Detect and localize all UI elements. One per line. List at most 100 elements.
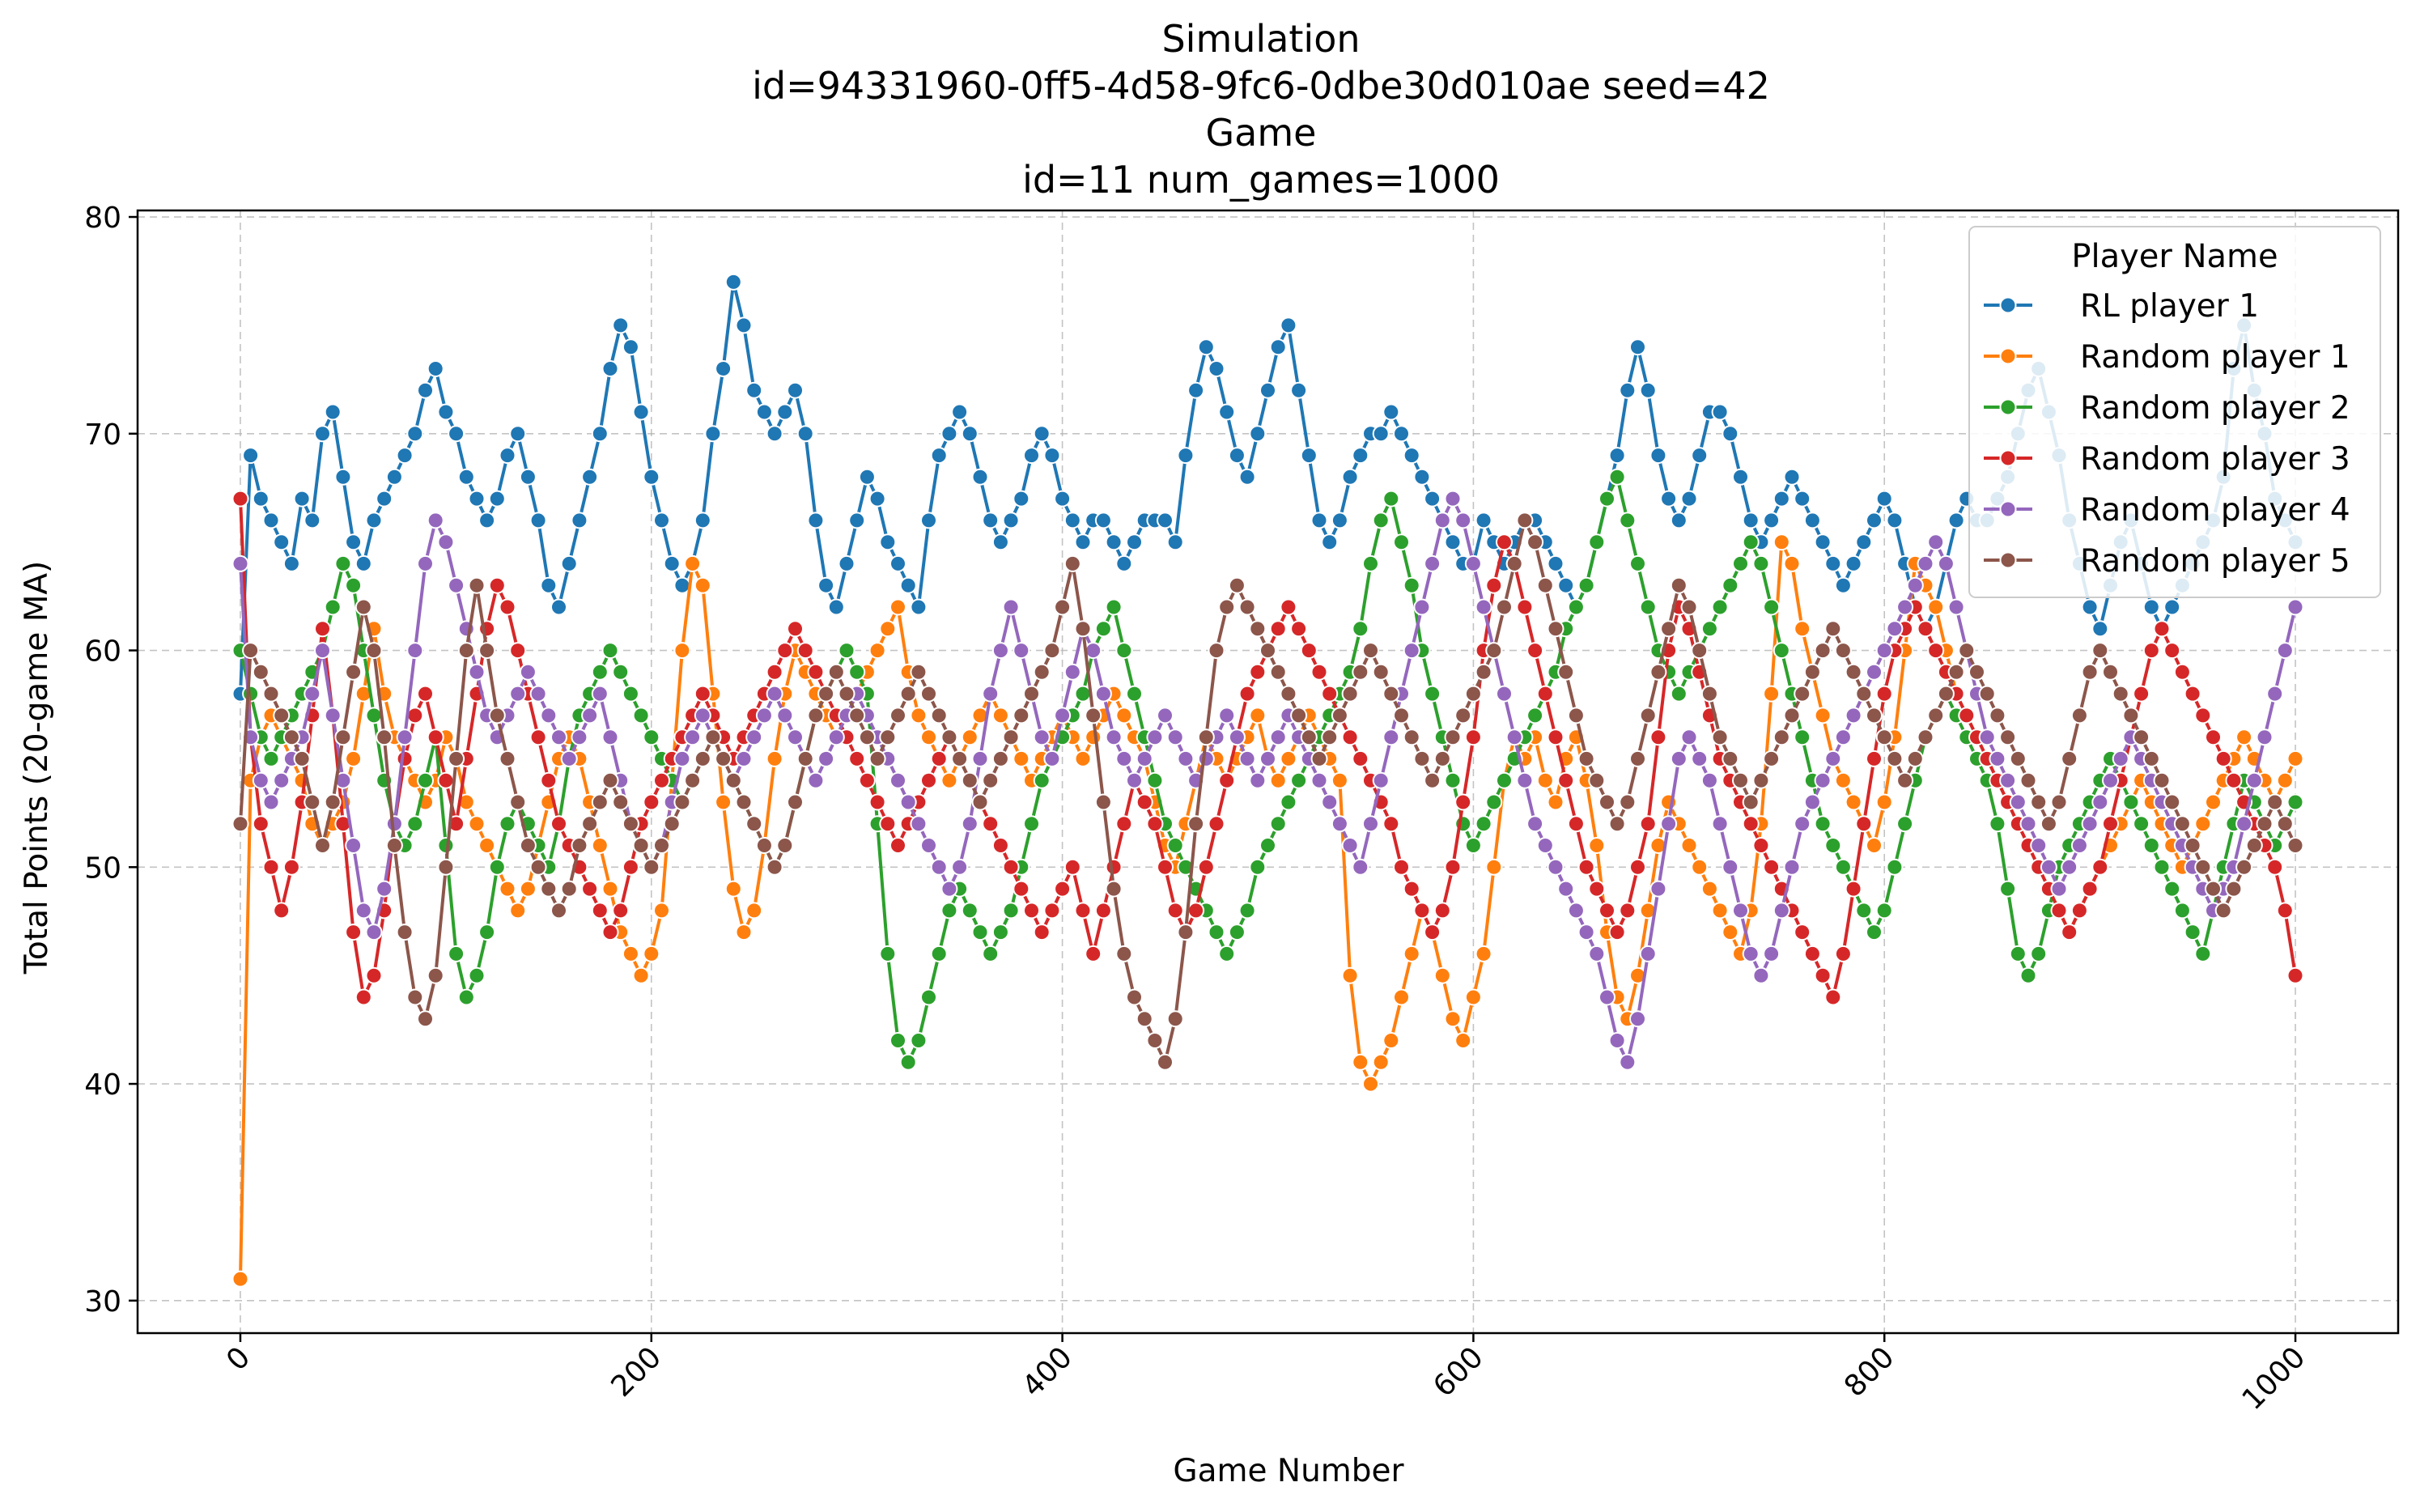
data-point — [1855, 533, 1873, 551]
data-point — [2245, 771, 2263, 789]
data-point — [2286, 750, 2304, 767]
data-point — [1619, 793, 1637, 811]
data-point — [591, 685, 609, 703]
data-point — [1700, 771, 1718, 789]
data-point — [448, 425, 465, 443]
data-point — [653, 512, 670, 529]
data-point — [540, 771, 558, 789]
data-point — [1413, 598, 1431, 616]
data-point — [1947, 512, 1965, 529]
data-point — [653, 771, 670, 789]
data-point — [868, 793, 886, 811]
data-point — [385, 837, 403, 854]
data-point — [653, 837, 670, 854]
data-point — [2266, 793, 2284, 811]
data-point — [376, 728, 393, 746]
data-point — [488, 707, 506, 724]
data-point — [1033, 924, 1051, 941]
data-point — [920, 771, 937, 789]
data-point — [1598, 793, 1615, 811]
data-point — [519, 468, 537, 486]
data-point — [2081, 663, 2099, 681]
data-point — [560, 750, 578, 767]
data-point — [612, 663, 630, 681]
data-point — [1403, 447, 1420, 465]
data-point — [858, 468, 876, 486]
data-point — [1105, 858, 1123, 876]
data-point — [827, 728, 845, 746]
data-point — [1557, 771, 1575, 789]
data-point — [1331, 512, 1348, 529]
data-point — [673, 750, 691, 767]
data-point — [550, 598, 567, 616]
data-point — [1228, 728, 1246, 746]
data-point — [448, 945, 465, 962]
data-point — [1177, 750, 1195, 767]
data-point — [920, 988, 937, 1006]
data-point — [1033, 771, 1051, 789]
data-point — [262, 793, 280, 811]
data-point — [1454, 793, 1472, 811]
data-point — [1722, 924, 1739, 941]
data-point — [581, 468, 599, 486]
data-point — [2214, 750, 2232, 767]
data-point — [2276, 902, 2294, 920]
data-point — [417, 771, 434, 789]
data-point — [1937, 685, 1955, 703]
data-point — [694, 576, 711, 594]
data-point — [262, 512, 280, 529]
data-point — [1505, 728, 1523, 746]
data-point — [1454, 512, 1472, 529]
data-point — [1783, 554, 1801, 572]
data-point — [807, 663, 825, 681]
data-point — [1269, 771, 1287, 789]
data-point — [1619, 381, 1637, 399]
data-point — [231, 815, 249, 833]
data-point — [796, 750, 814, 767]
data-point — [1989, 707, 2006, 724]
data-point — [735, 793, 753, 811]
data-point — [1577, 924, 1595, 941]
data-point — [622, 338, 639, 356]
y-axis-label: Total Points (20-game MA) — [19, 561, 55, 975]
data-point — [581, 707, 599, 724]
data-point — [2009, 793, 2027, 811]
data-point — [622, 815, 639, 833]
data-point — [2163, 793, 2181, 811]
data-point — [1424, 924, 1441, 941]
data-point — [1444, 533, 1462, 551]
data-point — [2102, 815, 2119, 833]
data-point — [1023, 685, 1040, 703]
data-point — [1085, 945, 1102, 962]
data-point — [1444, 490, 1462, 508]
data-point — [1187, 902, 1205, 920]
data-point — [1866, 924, 1883, 941]
data-point — [1763, 858, 1781, 876]
data-point — [1433, 512, 1451, 529]
data-point — [1958, 707, 1976, 724]
data-point — [1608, 924, 1626, 941]
data-point — [365, 512, 383, 529]
data-point — [1547, 793, 1565, 811]
data-point — [2061, 924, 2078, 941]
data-point — [1085, 642, 1102, 660]
data-point — [1794, 620, 1811, 638]
data-point — [1115, 945, 1133, 962]
data-point — [1105, 533, 1123, 551]
data-point — [273, 707, 291, 724]
data-point — [1722, 576, 1739, 594]
data-point — [1917, 554, 1934, 572]
data-point — [591, 425, 609, 443]
data-point — [529, 858, 547, 876]
data-point — [1845, 707, 1862, 724]
data-point — [1485, 793, 1503, 811]
data-point — [324, 707, 342, 724]
legend-entry-label: Random player 2 — [2080, 390, 2350, 427]
legend-marker — [1999, 398, 2017, 416]
data-point — [601, 771, 619, 789]
data-point — [1834, 771, 1852, 789]
data-point — [1146, 728, 1164, 746]
data-point — [1054, 490, 1072, 508]
data-point — [653, 902, 670, 920]
